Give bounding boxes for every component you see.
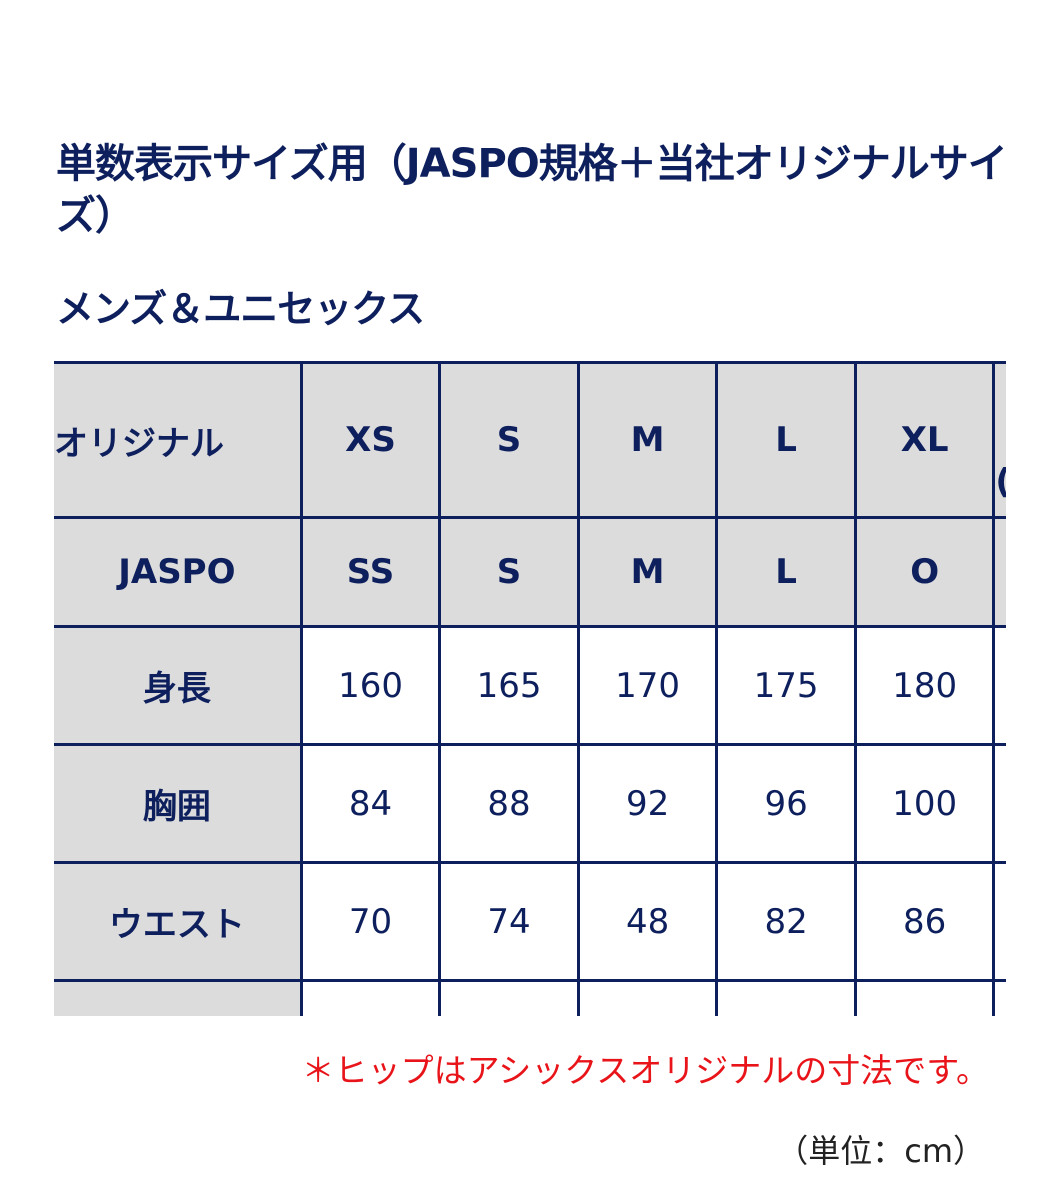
page-title: 単数表示サイズ用（JASPO規格＋当社オリジナルサイズ） <box>56 141 1008 239</box>
unit-label: （単位：cm） <box>776 1132 985 1170</box>
table-cell: 92 <box>576 743 719 864</box>
table-cell: 84 <box>299 743 442 864</box>
table-row-waist: ウエスト 70 74 48 82 86 <box>54 861 1006 982</box>
table-cell: 74 <box>438 861 580 982</box>
table-cell: ( <box>992 361 1006 519</box>
table-cell: 96 <box>715 743 857 864</box>
table-cell <box>992 861 1006 982</box>
table-cell: O <box>853 516 996 628</box>
table-cell <box>992 516 1006 628</box>
row-label: 胸囲 <box>54 743 303 864</box>
table-cell: 86 <box>853 861 996 982</box>
table-cell <box>992 979 1006 1016</box>
table-cell: 180 <box>853 625 996 746</box>
size-table: オリジナルXSSMLXL(JASPOSSSMLO身長16016517017518… <box>54 361 1006 1016</box>
table-row-jaspo-size: JASPO SS S M L O <box>54 516 1006 628</box>
table-cell: 82 <box>715 861 857 982</box>
table-cell: S <box>438 361 580 519</box>
table-cell: XS <box>299 361 442 519</box>
table-cell: 160 <box>299 625 442 746</box>
table-row-chest: 胸囲 84 88 92 96 100 <box>54 743 1006 864</box>
table-row-height: 身長 160 165 170 175 180 <box>54 625 1006 746</box>
table-cell: M <box>576 361 719 519</box>
table-cell: L <box>715 361 857 519</box>
table-cell: 99 <box>853 979 996 1016</box>
table-cell: 70 <box>299 861 442 982</box>
row-label: ウエスト <box>54 861 303 982</box>
table-cell <box>992 743 1006 864</box>
table-cell: SS <box>299 516 442 628</box>
section-subtitle: メンズ＆ユニセックス <box>56 287 425 331</box>
table-cell: L <box>715 516 857 628</box>
table-cell: 100 <box>853 743 996 864</box>
table-cell: XL <box>853 361 996 519</box>
row-label: オリジナル <box>54 361 303 519</box>
table-cell: 96.5 <box>715 979 857 1016</box>
table-cell: 175 <box>715 625 857 746</box>
table-cell: 93.5 <box>576 979 719 1016</box>
table-cell: M <box>576 516 719 628</box>
table-cell: 48 <box>576 861 719 982</box>
table-cell: 165 <box>438 625 580 746</box>
table-cell: S <box>438 516 580 628</box>
table-row-hip: ヒップ*87.590.593.596.599 <box>54 979 1006 1016</box>
table-cell: 90.5 <box>438 979 580 1016</box>
table-cell: 87.5 <box>299 979 442 1016</box>
table-cell: 170 <box>576 625 719 746</box>
table-cell: 88 <box>438 743 580 864</box>
row-label: 身長 <box>54 625 303 746</box>
size-table-container: オリジナルXSSMLXL(JASPOSSSMLO身長16016517017518… <box>54 361 1006 1016</box>
table-cell <box>992 625 1006 746</box>
row-label: JASPO <box>54 516 303 628</box>
row-label: ヒップ* <box>54 979 303 1016</box>
hip-footnote: ＊ヒップはアシックスオリジナルの寸法です。 <box>301 1051 989 1090</box>
